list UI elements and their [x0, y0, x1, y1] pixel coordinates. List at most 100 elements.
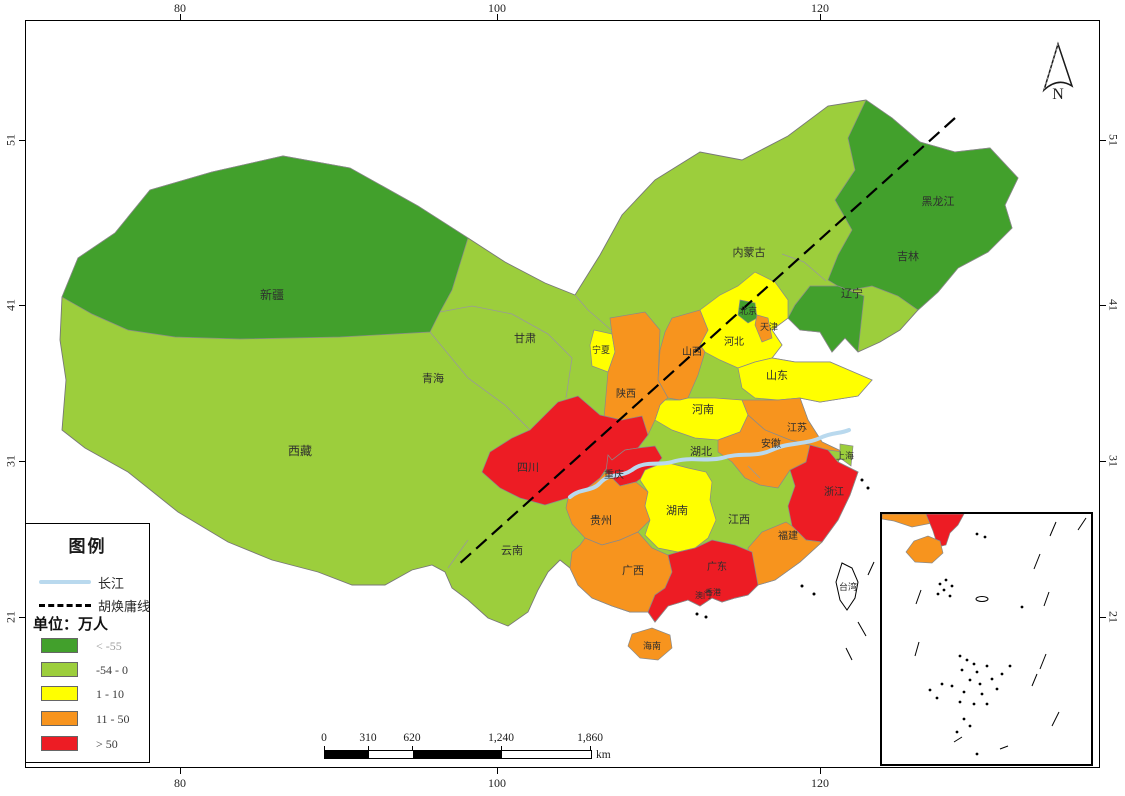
province-label-ningxia: 宁夏 [592, 344, 610, 355]
axis-label-bottom: 120 [811, 776, 829, 790]
province-label-xizang: 西藏 [288, 444, 312, 458]
legend-class-label: 1 - 10 [96, 687, 124, 701]
north-arrow-label: N [1052, 86, 1064, 103]
map-frame [25, 20, 1100, 768]
province-label-sichuan: 四川 [517, 462, 539, 474]
class-swatch [41, 736, 78, 751]
inset-island-marks [914, 517, 1087, 756]
legend-class-label: > 50 [96, 737, 118, 751]
axis-tick [497, 768, 498, 774]
class-swatch [41, 711, 78, 726]
legend-river-row: 长江 [26, 573, 149, 591]
scale-bar: 0 310 620 1,240 1,860 km [300, 732, 630, 766]
province-label-guangxi: 广西 [622, 564, 644, 577]
axis-tick [19, 617, 25, 618]
legend-class-label: 11 - 50 [96, 712, 130, 726]
province-label-jilin: 吉林 [897, 249, 919, 263]
province-taiwan [835, 562, 859, 611]
legend-class-row: -54 - 0 [26, 662, 149, 678]
province-liaoning [787, 285, 865, 353]
province-label-hubei: 湖北 [690, 445, 712, 458]
province-xinjiang [61, 155, 469, 340]
axis-tick [19, 140, 25, 141]
boundary-xizang-yunnan [447, 539, 469, 569]
province-label-zhejiang: 浙江 [824, 486, 844, 498]
hu-line-swatch [39, 604, 91, 607]
south-china-sea-inset [880, 512, 1093, 766]
scale-segment [325, 751, 369, 758]
axis-label-top: 80 [174, 1, 186, 15]
scale-segment [369, 751, 413, 758]
province-zhejiang [787, 444, 859, 543]
axis-tick [19, 461, 25, 462]
province-label-guizhou: 贵州 [590, 514, 612, 527]
province-label-qinghai: 青海 [422, 371, 444, 385]
province-label-neimenggu: 内蒙古 [733, 245, 766, 259]
axis-tick [180, 768, 181, 774]
scale-tick [368, 746, 369, 750]
province-shandong [737, 357, 873, 403]
province-label-aomen: 澳门 [695, 590, 711, 600]
province-label-tianjin: 天津 [760, 322, 778, 332]
scale-unit-label: km [596, 749, 611, 761]
legend-unit-label: 单位：万人 [33, 617, 109, 633]
province-sichuan [481, 395, 649, 506]
scale-tick [501, 746, 502, 750]
axis-tick [820, 14, 821, 20]
river-line-swatch [39, 580, 91, 584]
legend-river-label: 长江 [98, 576, 125, 591]
province-label-guangdong: 广东 [707, 560, 727, 573]
axis-tick [19, 305, 25, 306]
province-label-liaoning: 辽宁 [841, 286, 863, 300]
province-label-hunan: 湖南 [666, 504, 688, 517]
province-beijing [737, 299, 758, 324]
inset-hainan [905, 535, 944, 564]
legend-class-label: < -55 [96, 639, 122, 653]
province-label-shaanxi: 陕西 [616, 387, 636, 400]
legend: 图例 长江 胡焕庸线 单位：万人 < -55 -54 - 0 1 - 10 11… [25, 523, 150, 763]
inset-guangxi-coast [882, 514, 939, 528]
axis-label-top: 120 [811, 1, 829, 15]
scale-bar-bar [324, 750, 592, 759]
province-label-anhui: 安徽 [761, 437, 781, 450]
boundary-neimenggu-jilin [781, 253, 827, 282]
province-tianjin [754, 314, 773, 343]
province-label-xianggang: 香港 [705, 587, 721, 597]
axis-label-top: 100 [488, 1, 506, 15]
province-label-shanghai: 上海 [836, 450, 854, 461]
boundary-qinghai-gansu [439, 305, 573, 399]
boundary-hubei-jiangxi [747, 465, 761, 479]
province-label-xinjiang: 新疆 [260, 287, 284, 302]
scale-segment [413, 751, 502, 758]
axis-tick [497, 14, 498, 20]
province-heilongjiang [827, 99, 1019, 311]
legend-class-row: 1 - 10 [26, 686, 149, 702]
coastal-island-marks [695, 478, 875, 661]
class-swatch [41, 662, 78, 677]
province-label-jiangsu: 江苏 [787, 421, 807, 434]
province-label-heilongjiang: 黑龙江 [922, 195, 955, 208]
province-label-beijing: 北京 [739, 305, 757, 316]
province-shanghai [839, 443, 854, 467]
legend-class-label: -54 - 0 [96, 663, 128, 677]
axis-label-bottom: 80 [174, 776, 186, 790]
province-label-taiwan: 台湾 [839, 581, 857, 592]
scale-tick-label: 1,860 [577, 732, 603, 744]
legend-class-row: < -55 [26, 638, 149, 654]
legend-hu-line-label: 胡焕庸线 [98, 599, 151, 614]
north-arrow-icon [1042, 41, 1074, 93]
province-label-chongqing: 重庆 [604, 468, 624, 481]
province-label-gansu: 甘肃 [514, 332, 536, 345]
scale-tick [412, 746, 413, 750]
province-label-shanxi: 山西 [682, 346, 702, 358]
legend-hu-line-row: 胡焕庸线 [26, 596, 151, 614]
province-label-jiangxi: 江西 [728, 513, 750, 526]
boundary-gansu-neimenggu [574, 294, 613, 332]
hu-line [457, 117, 956, 566]
axis-tick [1100, 140, 1106, 141]
class-swatch [41, 638, 78, 653]
boundary-xizang-qinghai [429, 331, 531, 431]
